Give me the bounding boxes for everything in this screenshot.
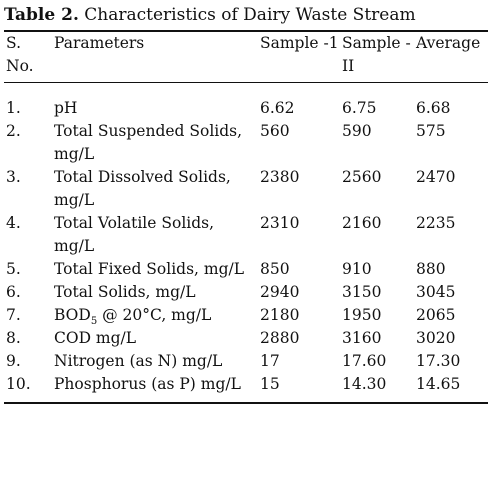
row-average: 2235 — [416, 214, 456, 232]
row-no: 9. — [6, 352, 21, 370]
row-no: 4. — [6, 214, 21, 232]
header-parameters: Parameters — [54, 34, 145, 52]
row-sample2: 14.30 — [342, 375, 387, 393]
table-row: 2. Total Suspended Solids, mg/L 560 590 … — [4, 120, 488, 166]
row-parameter: Total Solids, mg/L — [54, 283, 196, 301]
row-parameter: Phosphorus (as P) mg/L — [54, 375, 241, 393]
row-no: 1. — [6, 99, 21, 117]
row-sample2: 1950 — [342, 306, 382, 324]
table-row: 3. Total Dissolved Solids, mg/L 2380 256… — [4, 166, 488, 212]
row-sample2: 17.60 — [342, 352, 387, 370]
row-no: 8. — [6, 329, 21, 347]
row-parameter: BOD5 @ 20°C, mg/L — [52, 304, 258, 327]
row-sample2: 3160 — [342, 329, 382, 347]
header-sample1: Sample -1 — [260, 34, 339, 52]
row-sample2: 2160 — [342, 214, 382, 232]
row-parameter: Nitrogen (as N) mg/L — [54, 352, 223, 370]
row-average: 6.68 — [416, 99, 451, 117]
row-average: 2065 — [416, 306, 456, 324]
row-parameter: Total Dissolved Solids, mg/L — [54, 168, 231, 209]
row-average: 3020 — [416, 329, 456, 347]
caption-label: Table 2. — [4, 5, 79, 25]
row-sample2: 590 — [342, 122, 372, 140]
row-sample1: 2310 — [260, 214, 300, 232]
row-sample2: 6.75 — [342, 99, 377, 117]
row-parameter: pH — [54, 99, 78, 117]
row-sample1: 15 — [260, 375, 280, 393]
row-average: 880 — [416, 260, 446, 278]
bod-subscript: 5 — [90, 316, 98, 328]
table-row: 7. BOD5 @ 20°C, mg/L 2180 1950 2065 — [4, 304, 488, 327]
row-no: 6. — [6, 283, 21, 301]
row-sample1: 2940 — [260, 283, 300, 301]
row-no: 7. — [6, 306, 21, 324]
table-row: 5. Total Fixed Solids, mg/L 850 910 880 — [4, 258, 488, 281]
row-parameter: Total Volatile Solids, mg/L — [54, 214, 215, 255]
caption-title: Characteristics of Dairy Waste Stream — [78, 5, 416, 25]
row-no: 5. — [6, 260, 21, 278]
table-row: 1. pH 6.62 6.75 6.68 — [4, 83, 488, 121]
header-no: S. No. — [6, 34, 34, 75]
row-sample1: 2880 — [260, 329, 300, 347]
table-row: 8. COD mg/L 2880 3160 3020 — [4, 327, 488, 350]
table-row: 10. Phosphorus (as P) mg/L 15 14.30 14.6… — [4, 373, 488, 403]
table-row: 6. Total Solids, mg/L 2940 3150 3045 — [4, 281, 488, 304]
table-container: Table 2. Characteristics of Dairy Waste … — [4, 4, 488, 404]
row-average: 17.30 — [416, 352, 461, 370]
dairy-waste-table: S. No. Parameters Sample -1 Sample - II … — [4, 30, 488, 404]
row-average: 14.65 — [416, 375, 461, 393]
header-sample2: Sample - II — [342, 34, 411, 75]
row-sample1: 6.62 — [260, 99, 295, 117]
row-average: 575 — [416, 122, 446, 140]
row-no: 10. — [6, 375, 31, 393]
row-parameter: COD mg/L — [54, 329, 137, 347]
row-sample1: 560 — [260, 122, 290, 140]
header-row: S. No. Parameters Sample -1 Sample - II … — [4, 31, 488, 83]
row-parameter: Total Suspended Solids, mg/L — [54, 122, 243, 163]
bod-label: BOD — [54, 306, 91, 324]
row-sample1: 2180 — [260, 306, 300, 324]
table-row: 4. Total Volatile Solids, mg/L 2310 2160… — [4, 212, 488, 258]
row-average: 2470 — [416, 168, 456, 186]
table-row: 9. Nitrogen (as N) mg/L 17 17.60 17.30 — [4, 350, 488, 373]
row-no: 2. — [6, 122, 21, 140]
row-sample2: 2560 — [342, 168, 382, 186]
header-average: Average — [416, 34, 481, 52]
row-average: 3045 — [416, 283, 456, 301]
bod-condition: @ 20°C, mg/L — [97, 306, 212, 324]
row-parameter: Total Fixed Solids, mg/L — [54, 260, 245, 278]
row-sample2: 910 — [342, 260, 372, 278]
row-sample1: 2380 — [260, 168, 300, 186]
row-sample1: 17 — [260, 352, 280, 370]
row-no: 3. — [6, 168, 21, 186]
row-sample1: 850 — [260, 260, 290, 278]
table-caption: Table 2. Characteristics of Dairy Waste … — [4, 4, 488, 26]
row-sample2: 3150 — [342, 283, 382, 301]
